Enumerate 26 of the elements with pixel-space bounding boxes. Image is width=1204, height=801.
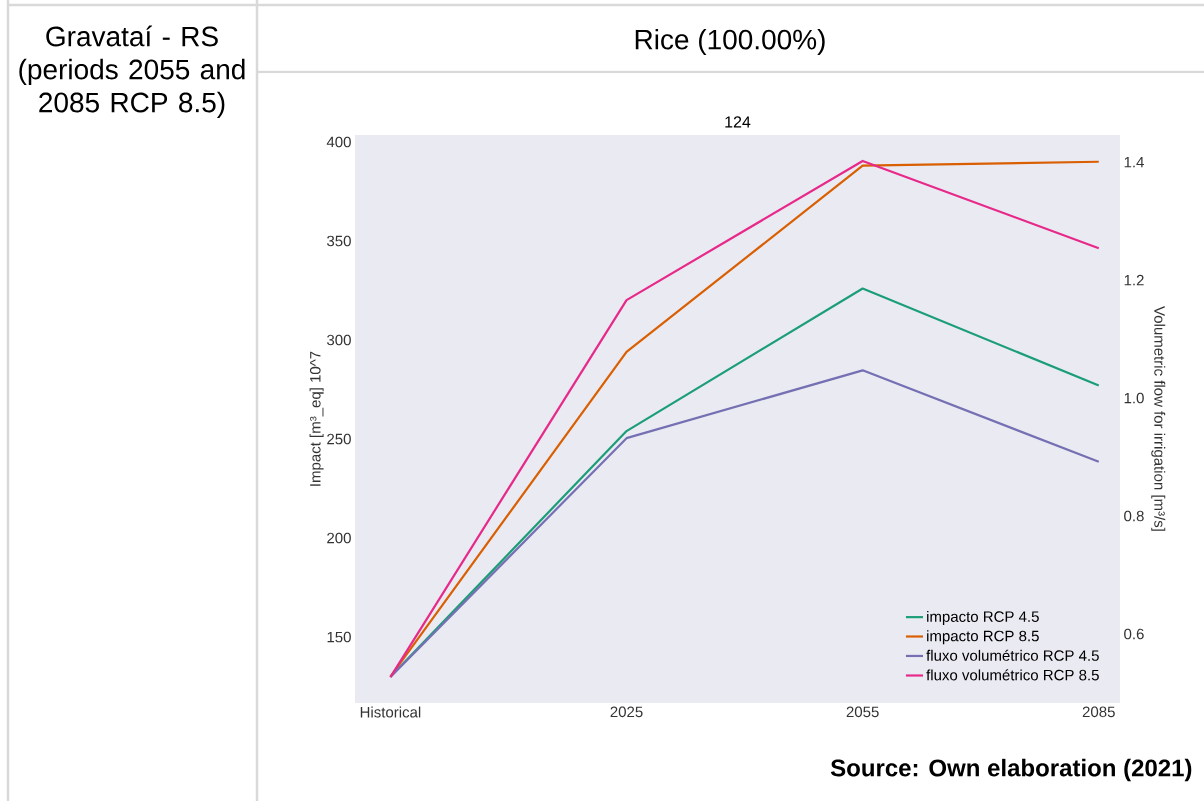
y2-tick-label: 1.4 (1124, 156, 1144, 168)
y-tick-label: 300 (327, 334, 351, 346)
chart-title: 124 (725, 116, 751, 128)
x-tick-label: 2055 (846, 706, 879, 718)
legend-label: impacto RCP 8.5 (927, 630, 1039, 645)
text: Gravataí - RS (periods 2055 and 2085 RCP 8.5) (19, 25, 245, 118)
y2-tick-label: 0.8 (1124, 510, 1144, 522)
y-tick-label: 150 (327, 631, 351, 643)
y-tick-label: 400 (326, 136, 351, 148)
chart-subtitle: Rice (100.00%) (635, 28, 825, 56)
x-tick-label: 2085 (1082, 706, 1115, 718)
y-axis-title: Impact [m³_eq] 10^7 (309, 351, 324, 486)
x-tick-label: 2025 (610, 706, 643, 718)
line-series (389, 369, 1100, 679)
y-tick-label: 250 (327, 433, 351, 445)
legend-label: impacto RCP 4.5 (927, 610, 1039, 625)
y2-tick-label: 1.2 (1124, 274, 1144, 286)
y-tick-label: 350 (327, 235, 351, 247)
legend-label: fluxo volumétrico RCP 8.5 (926, 669, 1099, 681)
source-note: Source: Own elaboration (2021) (830, 758, 1192, 782)
y2-tick-label: 0.6 (1124, 628, 1144, 640)
y2-tick-label: 1.0 (1124, 392, 1144, 404)
y2-axis-title: Volumetric flow for irrigation [m³/s] (1151, 306, 1166, 531)
x-tick-label: Historical (360, 706, 421, 718)
y-tick-label: 200 (327, 532, 351, 544)
legend-label: fluxo volumétrico RCP 4.5 (926, 649, 1099, 661)
